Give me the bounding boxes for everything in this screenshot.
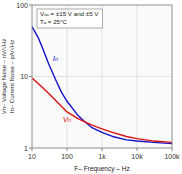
tick-mark <box>172 148 173 151</box>
tick-mark <box>29 5 32 6</box>
x-axis-label: F– Frequency – Hz <box>74 165 129 173</box>
x-tick-label: 10k <box>131 153 143 160</box>
y-axis-label: Vn– Voltage Noise – nV/√Hz <box>1 39 7 115</box>
tick-mark <box>29 76 32 77</box>
tick-mark <box>67 148 68 151</box>
x-tick-label: 10 <box>28 153 36 160</box>
annotation-frame <box>37 9 102 28</box>
x-tick-label: 1k <box>98 153 106 160</box>
x-tick-label: 100 <box>61 153 73 160</box>
y-tick-label: 100 <box>16 2 28 9</box>
plot-area <box>32 5 172 148</box>
tick-mark <box>32 148 33 151</box>
tick-mark <box>102 148 103 151</box>
tick-mark <box>29 148 32 149</box>
chart: 101001k10k100k110100IₙVₙVₒₒ = ±15 V and … <box>0 0 182 174</box>
series-label: Vₙ <box>63 115 72 124</box>
series-group <box>32 27 172 144</box>
x-tick-label: 100k <box>164 153 180 160</box>
y-tick-label: 10 <box>20 73 28 80</box>
series-label: Iₙ <box>53 54 58 63</box>
line <box>32 27 172 144</box>
annotation: Tₐ = 25°C <box>40 18 67 25</box>
plot-frame <box>32 5 172 148</box>
annotation-box: Vₒₒ = ±15 V and ±5 VTₐ = 25°C <box>37 9 102 28</box>
tick-mark <box>137 148 138 151</box>
grid <box>32 5 172 148</box>
line <box>32 78 172 142</box>
grid-line <box>32 76 172 77</box>
y-axis-label: In– Current Noise – pA/√Hz <box>9 40 15 113</box>
annotation: Vₒₒ = ±15 V and ±5 V <box>40 10 99 17</box>
y-tick-label: 1 <box>24 145 28 152</box>
